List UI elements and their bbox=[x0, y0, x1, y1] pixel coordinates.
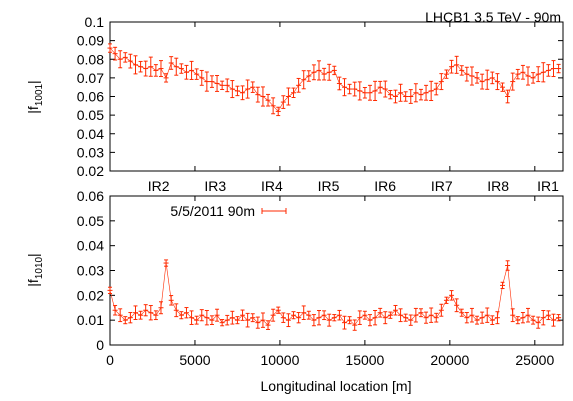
ir-label: IR6 bbox=[374, 178, 396, 194]
y-tick-label: 0 bbox=[96, 337, 104, 353]
y-tick-label: 0.06 bbox=[77, 188, 104, 204]
figure-title: LHCB1 3.5 TeV - 90m bbox=[425, 9, 561, 25]
x-tick-label: 10000 bbox=[260, 352, 299, 368]
y-tick-label: 0.04 bbox=[77, 238, 104, 254]
x-tick-label: 15000 bbox=[345, 352, 384, 368]
y-tick-label: 0.04 bbox=[77, 126, 104, 142]
series-trace bbox=[109, 47, 559, 112]
y-axis-label-f1001: |f1001| bbox=[25, 80, 45, 113]
legend-label: 5/5/2011 90m bbox=[170, 203, 255, 219]
ir-label: IR5 bbox=[318, 178, 340, 194]
x-tick-label: 20000 bbox=[430, 352, 469, 368]
y-tick-label: 0.08 bbox=[77, 51, 104, 67]
y-tick-label: 0.02 bbox=[77, 287, 104, 303]
ir-label: IR8 bbox=[487, 178, 509, 194]
data-point bbox=[107, 43, 113, 53]
y-ticks-f1010: 0 0.01 0.02 0.03 0.04 0.05 0.06 bbox=[77, 188, 563, 353]
x-ticks-f1010: 0 5000 10000 15000 20000 25000 bbox=[106, 196, 554, 368]
y-tick-label: 0.05 bbox=[77, 107, 104, 123]
x-tick-label: 0 bbox=[106, 352, 114, 368]
x-axis-label: Longitudinal location [m] bbox=[261, 378, 412, 394]
data-point bbox=[275, 306, 281, 314]
data-point bbox=[556, 314, 562, 322]
legend: 5/5/2011 90m bbox=[170, 203, 287, 219]
ir-labels: IR2 IR3 IR4 IR5 IR6 IR7 IR8 IR1 bbox=[148, 178, 559, 194]
y-tick-label: 0.03 bbox=[77, 263, 104, 279]
series-trace bbox=[109, 263, 559, 326]
ir-label: IR1 bbox=[537, 178, 559, 194]
ir-label: IR4 bbox=[261, 178, 283, 194]
x-tick-label: 5000 bbox=[179, 352, 210, 368]
y-ticks-f1001: 0.02 0.03 0.04 0.05 0.06 0.07 0.08 0.09 0.1 bbox=[77, 14, 563, 179]
marks-f1010 bbox=[107, 259, 562, 331]
data-point bbox=[489, 315, 495, 326]
panel-f1010: 0 0.01 0.02 0.03 0.04 0.05 0.06 0 5000 10000 1500… bbox=[25, 188, 564, 394]
y-tick-label: 0.06 bbox=[77, 89, 104, 105]
y-tick-label: 0.03 bbox=[77, 144, 104, 160]
ir-label: IR2 bbox=[148, 178, 170, 194]
panel-f1001: 0.02 0.03 0.04 0.05 0.06 0.07 0.08 0.09 0.1 LHCB… bbox=[25, 9, 564, 179]
y-tick-label: 0.1 bbox=[85, 14, 105, 30]
y-tick-label: 0.02 bbox=[77, 163, 104, 179]
y-tick-label: 0.07 bbox=[77, 70, 104, 86]
y-tick-label: 0.09 bbox=[77, 33, 104, 49]
ir-label: IR3 bbox=[204, 178, 226, 194]
y-axis-label-f1010: |f1010| bbox=[25, 253, 45, 286]
ir-label: IR7 bbox=[431, 178, 453, 194]
y-tick-label: 0.05 bbox=[77, 213, 104, 229]
data-point bbox=[107, 286, 113, 294]
marks-f1001 bbox=[107, 43, 562, 117]
y-tick-label: 0.01 bbox=[77, 312, 104, 328]
plot-area-f1001 bbox=[109, 21, 564, 172]
x-tick-label: 25000 bbox=[515, 352, 554, 368]
data-point bbox=[163, 259, 169, 267]
